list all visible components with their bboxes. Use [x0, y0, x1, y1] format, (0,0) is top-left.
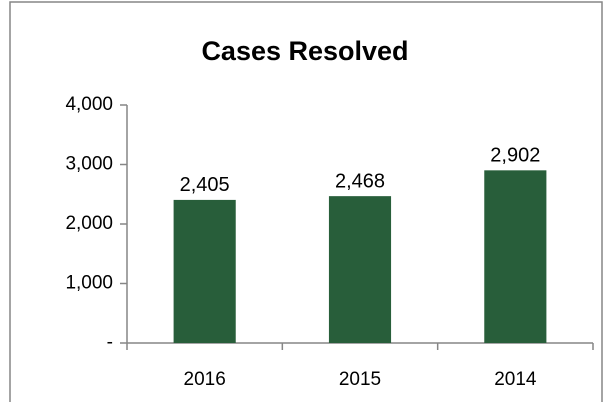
- x-tick-label: 2015: [339, 369, 381, 390]
- y-tick-label: 2,000: [65, 213, 113, 234]
- value-label: 2,468: [335, 170, 385, 192]
- y-tick-label: 3,000: [65, 154, 113, 175]
- value-label: 2,902: [490, 145, 540, 167]
- value-label: 2,405: [180, 174, 230, 196]
- x-tick-label: 2014: [494, 369, 537, 390]
- y-tick-label: 1,000: [65, 273, 113, 294]
- x-tick-label: 2016: [184, 369, 226, 390]
- chart-title: Cases Resolved: [201, 36, 408, 66]
- y-tick-label: -: [107, 332, 113, 353]
- y-tick-label: 4,000: [65, 94, 113, 115]
- bar: [484, 170, 547, 343]
- bar: [173, 199, 236, 343]
- bar: [328, 196, 392, 343]
